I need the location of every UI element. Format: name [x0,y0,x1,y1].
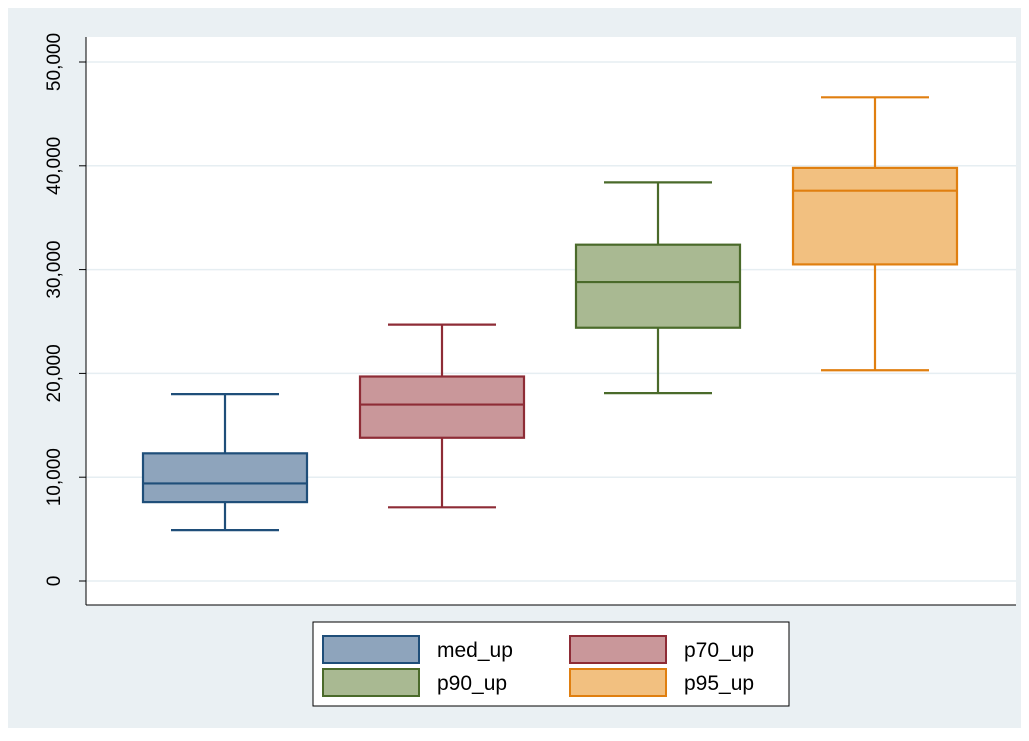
legend-swatch-p70_up [569,635,667,664]
y-tick-label: 10,000 [44,448,65,506]
box-iqr [574,243,742,329]
box-iqr [791,166,959,266]
box-p95_up [791,96,959,372]
legend-swatch-p95_up [569,668,667,697]
box-iqr [141,452,309,504]
gridlines [86,61,1016,582]
box-p70_up [358,323,526,509]
y-tick-label: 30,000 [44,241,65,299]
legend-label-p70_up: p70_up [684,639,754,662]
plot-area [86,37,1016,605]
legend-swatch-med_up [322,635,420,664]
legend-swatch-p90_up [322,668,420,697]
y-tick-label: 50,000 [44,33,65,91]
box-iqr [358,375,526,439]
axes: 0 10,000 20,000 30,000 40,000 50,000 [44,33,1016,606]
legend-label-p90_up: p90_up [437,672,507,695]
boxes [141,96,959,532]
legend-label-med_up: med_up [437,639,513,662]
y-tick-label: 20,000 [44,344,65,402]
y-tick-label: 0 [44,576,65,587]
legend: med_up p70_up p90_up p95_up [312,621,790,707]
box-p90_up [574,181,742,395]
box-med_up [141,393,309,532]
y-tick-label: 40,000 [44,137,65,195]
legend-label-p95_up: p95_up [684,672,754,695]
